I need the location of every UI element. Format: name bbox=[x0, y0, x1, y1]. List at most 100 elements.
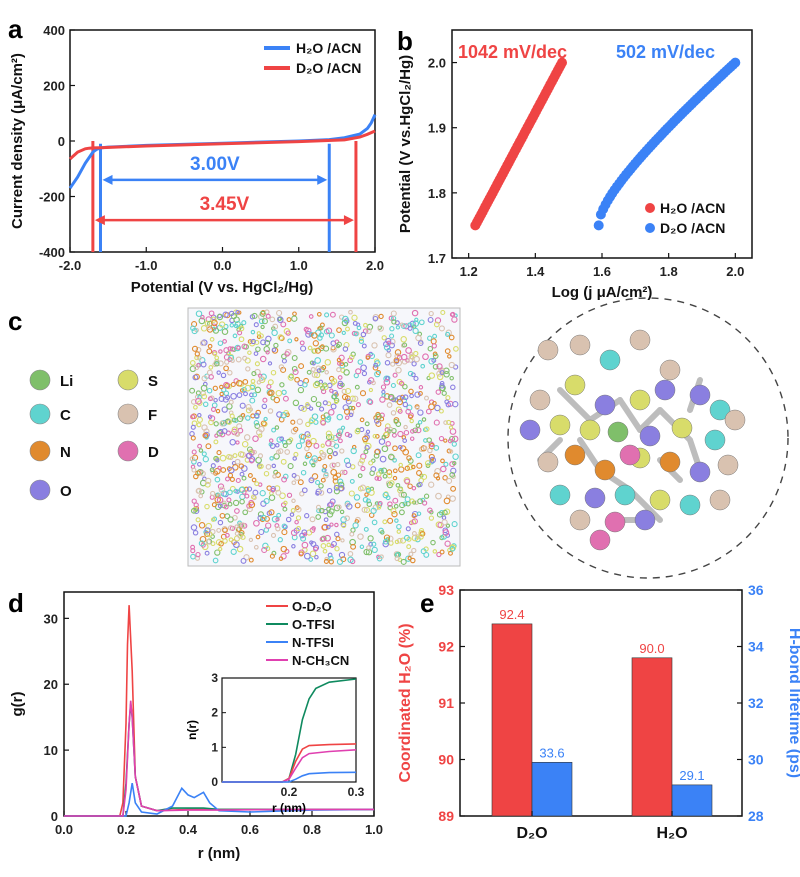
md-atom bbox=[451, 316, 458, 323]
md-atom bbox=[267, 408, 274, 414]
md-atom bbox=[294, 505, 300, 511]
md-atom bbox=[452, 461, 457, 466]
md-atom bbox=[220, 467, 227, 473]
md-atom bbox=[364, 421, 370, 427]
md-atom bbox=[394, 349, 402, 356]
md-atom bbox=[347, 551, 354, 557]
md-atom bbox=[299, 491, 305, 497]
legend-sphere-c bbox=[29, 403, 51, 425]
panel-d-legend: O-D₂O O-TFSI N-TFSI N-CH₃CN bbox=[266, 599, 349, 668]
window-red-arrowhead-left bbox=[94, 215, 105, 226]
md-atom bbox=[448, 361, 455, 369]
panel-e-bar-chart: 89 90 91 92 93 28 30 32 34 36 92.4 33.6 D₂O 90.0 29.1… bbox=[397, 582, 800, 842]
md-atom bbox=[202, 456, 209, 463]
legend-label-f: F bbox=[148, 407, 157, 424]
md-atom bbox=[314, 347, 322, 354]
md-atom bbox=[381, 467, 388, 474]
md-atom bbox=[433, 321, 440, 328]
md-atom bbox=[198, 448, 204, 453]
md-atom bbox=[349, 478, 355, 484]
md-atom bbox=[217, 360, 224, 367]
md-atom bbox=[371, 380, 376, 386]
d-legend-label-1: O-TFSI bbox=[292, 617, 335, 632]
md-atom bbox=[357, 473, 363, 479]
b-xtick-label: 1.8 bbox=[660, 264, 678, 279]
md-atom bbox=[425, 408, 432, 415]
md-atom bbox=[396, 523, 402, 530]
md-atom bbox=[293, 451, 299, 457]
md-atom bbox=[368, 352, 376, 360]
md-atom bbox=[403, 534, 410, 541]
a-ytick-label: 0 bbox=[58, 134, 65, 149]
md-atom bbox=[388, 480, 395, 486]
md-atom bbox=[402, 383, 408, 390]
md-atom bbox=[376, 471, 382, 477]
md-atom bbox=[210, 316, 217, 323]
md-atom bbox=[396, 395, 403, 402]
cluster-atom bbox=[679, 494, 701, 516]
md-atom bbox=[318, 332, 325, 338]
md-atom bbox=[447, 438, 453, 444]
md-atom bbox=[245, 415, 251, 421]
md-atom bbox=[314, 554, 319, 560]
md-atom bbox=[291, 480, 297, 486]
md-atom bbox=[308, 314, 314, 319]
md-atom bbox=[398, 491, 405, 498]
md-atom bbox=[359, 544, 365, 550]
md-atom bbox=[311, 473, 319, 480]
md-atom bbox=[451, 441, 457, 447]
md-atom bbox=[314, 371, 321, 379]
md-atom bbox=[223, 504, 229, 510]
inset-ytick-label: 1 bbox=[211, 740, 218, 754]
md-atom bbox=[359, 484, 367, 492]
md-atom bbox=[315, 488, 322, 495]
md-atom bbox=[292, 399, 300, 407]
md-atom bbox=[400, 558, 407, 565]
md-atom bbox=[438, 385, 445, 392]
md-atom bbox=[308, 406, 314, 411]
md-atom bbox=[349, 538, 356, 546]
legend-marker-h2o bbox=[645, 203, 655, 213]
md-atom bbox=[427, 316, 434, 323]
md-atom bbox=[254, 361, 260, 367]
md-atom bbox=[379, 455, 387, 463]
md-atom bbox=[382, 491, 389, 499]
md-atom bbox=[309, 516, 316, 523]
md-atom bbox=[428, 310, 434, 317]
md-atom bbox=[280, 458, 287, 465]
d-xtick-label: 0.2 bbox=[117, 822, 135, 837]
panel-b-tafel-chart: 1.2 1.4 1.6 1.8 2.01.71.81.92.0 1042 mV/dec … bbox=[397, 29, 753, 301]
b-point-d2o bbox=[730, 57, 741, 68]
md-atom bbox=[387, 426, 394, 433]
md-atom bbox=[351, 314, 358, 321]
md-atom bbox=[365, 498, 371, 504]
md-atom bbox=[341, 388, 347, 395]
md-atom bbox=[226, 497, 232, 503]
md-atom bbox=[242, 355, 248, 361]
md-atom bbox=[419, 530, 426, 537]
md-atom bbox=[382, 538, 389, 545]
md-atom bbox=[201, 375, 208, 382]
md-atom bbox=[312, 458, 318, 464]
md-atom bbox=[265, 522, 272, 529]
inset-ytick-label: 2 bbox=[211, 706, 218, 720]
md-atom bbox=[397, 430, 404, 438]
md-atom bbox=[438, 435, 445, 442]
md-atom bbox=[407, 483, 413, 489]
md-atom bbox=[436, 373, 444, 381]
md-atom bbox=[439, 380, 445, 386]
md-atom bbox=[420, 548, 427, 555]
md-atom bbox=[227, 489, 233, 496]
md-atom bbox=[346, 503, 353, 510]
md-atom bbox=[421, 473, 428, 480]
legend-label-li: Li bbox=[60, 373, 73, 390]
md-atom bbox=[275, 389, 283, 397]
md-atom bbox=[363, 322, 368, 328]
md-atom bbox=[381, 434, 387, 440]
md-atom bbox=[330, 378, 338, 385]
md-atom bbox=[392, 468, 398, 474]
md-atom bbox=[302, 382, 308, 388]
md-atom bbox=[230, 381, 236, 388]
cluster-atom bbox=[549, 484, 571, 506]
md-atom bbox=[395, 366, 402, 374]
